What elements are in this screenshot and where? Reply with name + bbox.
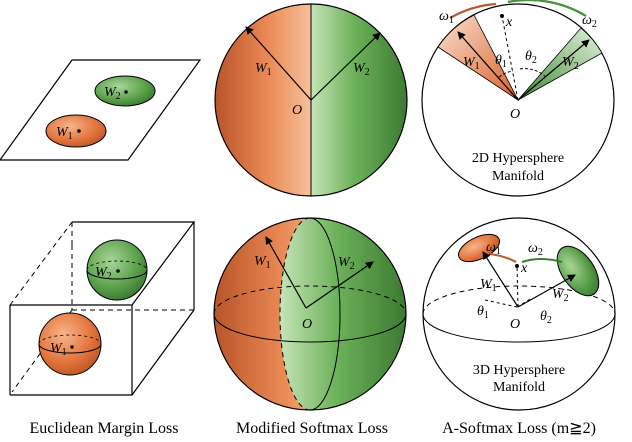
- x-2d: x: [505, 15, 513, 30]
- modified-3d-panel: W1 W2 O: [213, 217, 407, 411]
- origin-modified-3d: O: [302, 317, 312, 332]
- theta1-2d: θ1: [495, 53, 507, 70]
- hs3d-line1: 3D Hypersphere: [473, 363, 565, 378]
- euclidean-2d-panel: W2 W1: [0, 59, 202, 161]
- caption-euclidean: Euclidean Margin Loss: [29, 420, 178, 437]
- asoftmax-2d-panel: ω1 ω2 x W1 W2 θ1 θ2 O 2D Hypersphere Man…: [421, 0, 615, 197]
- theta2-3d: θ2: [540, 309, 552, 326]
- w2-modified-2d: W2: [353, 61, 370, 78]
- class1-sphere: [38, 312, 102, 376]
- w1-modified-2d: W1: [255, 61, 272, 78]
- hs2d-line2: Manifold: [492, 169, 544, 184]
- theta2-2d: θ2: [525, 49, 537, 66]
- origin-asoftmax-2d: O: [510, 107, 520, 122]
- omega1-2d: ω1: [439, 9, 454, 26]
- w2-point: [124, 90, 128, 94]
- modified-2d-panel: W1 W2 O: [214, 3, 408, 197]
- hs3d-line2: Manifold: [493, 380, 545, 395]
- w1-point: [77, 129, 81, 133]
- euclidean-3d-panel: W2 W1: [9, 221, 196, 396]
- w2-modified-3d: W2: [338, 255, 355, 272]
- hs2d-line1: 2D Hypersphere: [472, 151, 564, 166]
- w1-cube-label: W1: [50, 341, 67, 358]
- w2-cube-label: W2: [95, 265, 112, 282]
- caption-modified-softmax: Modified Softmax Loss: [236, 420, 388, 437]
- asoftmax-3d-panel: ω1 ω2 x W1 W2 θ1 θ2 O 3D Hypersphere Man…: [422, 217, 616, 411]
- theta1-3d: θ1: [477, 304, 489, 321]
- w2-label: W2: [104, 85, 121, 102]
- w2-asoftmax-2d: W2: [562, 55, 579, 72]
- w1-label: W1: [56, 125, 73, 142]
- omega1-3d: ω1: [486, 240, 501, 257]
- origin-asoftmax-3d: O: [510, 317, 520, 332]
- x-3d: x: [520, 261, 528, 276]
- plane-parallelogram: [0, 59, 202, 161]
- class1-ellipse: [45, 114, 107, 148]
- w2-asoftmax-3d: W2: [552, 287, 569, 304]
- caption-asoftmax: A-Softmax Loss (m≧2): [442, 420, 596, 437]
- omega2-2d: ω2: [582, 13, 597, 30]
- w1-asoftmax-2d: W1: [463, 55, 480, 72]
- origin-modified-2d: O: [292, 103, 302, 118]
- omega2-3d: ω2: [528, 241, 543, 258]
- w1-modified-3d: W1: [254, 254, 271, 271]
- w1-asoftmax-3d: W1: [480, 277, 497, 294]
